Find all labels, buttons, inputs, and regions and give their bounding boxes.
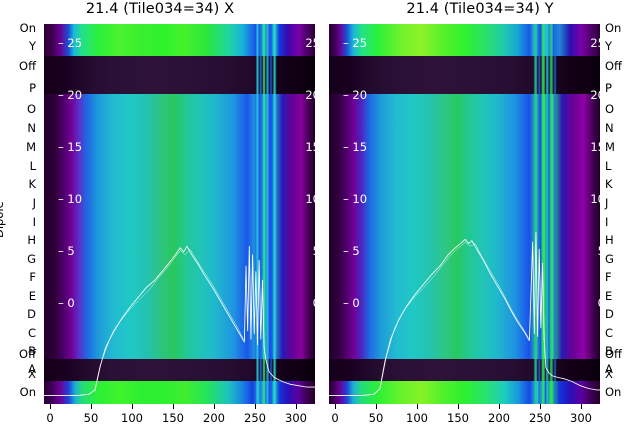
- x-tick: [132, 404, 133, 409]
- x-tick: [417, 404, 418, 409]
- x-tick: [91, 404, 92, 409]
- x-tick-label: 50: [83, 411, 99, 425]
- cat-label: B: [605, 344, 613, 358]
- cat-label: K: [28, 177, 36, 191]
- x-tick-label: 300: [285, 411, 307, 425]
- cat-label: H: [605, 233, 614, 247]
- panel-y: 21.4 (Tile034=34) Y On Y Off P: [320, 0, 640, 440]
- panel-y-category-axis: On Y Off P O N M L K J I H G F E D C B A…: [605, 21, 635, 404]
- cat-label: Y: [605, 39, 613, 53]
- cat-label: N: [605, 121, 614, 135]
- cat-label-on: On: [19, 385, 36, 399]
- cat-label: E: [605, 289, 613, 303]
- cat-label: On: [19, 21, 36, 35]
- cat-label: A: [28, 362, 36, 376]
- cat-label: A: [605, 362, 613, 376]
- cat-label: D: [605, 307, 614, 321]
- cat-label: J: [32, 196, 36, 210]
- x-tick: [214, 404, 215, 409]
- x-tick: [335, 404, 336, 409]
- panel-y-trace: [329, 24, 600, 404]
- cat-label: J: [605, 196, 609, 210]
- x-tick-label: 50: [368, 411, 384, 425]
- cat-label: F: [605, 270, 612, 284]
- x-tick-label: 200: [203, 411, 225, 425]
- cat-label: B: [28, 344, 36, 358]
- cat-label: On: [605, 21, 622, 35]
- x-tick-label: 0: [46, 411, 54, 425]
- spike-streaks: [329, 24, 600, 404]
- cat-label: O: [605, 102, 615, 116]
- cat-label-x: X: [605, 367, 613, 381]
- panel-x: 21.4 (Tile034=34) X: [0, 1, 315, 440]
- cat-label: G: [605, 252, 614, 266]
- x-tick: [458, 404, 459, 409]
- cat-label-off: Off: [19, 347, 36, 361]
- cat-label: K: [605, 177, 613, 191]
- x-tick-label: 150: [447, 411, 469, 425]
- x-tick-label: 150: [162, 411, 184, 425]
- panel-x-trace: [44, 24, 315, 404]
- cat-label: Off: [605, 59, 622, 73]
- x-tick: [540, 404, 541, 409]
- x-tick-label: 250: [529, 411, 551, 425]
- cat-label: D: [27, 307, 36, 321]
- panel-x-category-axis: On Y Off P O N M L K J I H G F E D C B A…: [0, 21, 36, 404]
- cat-label: Off: [19, 59, 36, 73]
- x-tick: [296, 404, 297, 409]
- cat-label: G: [27, 252, 36, 266]
- x-tick-label: 200: [488, 411, 510, 425]
- cat-label: L: [29, 159, 36, 173]
- cat-label-off-final: Off: [605, 347, 622, 361]
- x-tick: [376, 404, 377, 409]
- x-tick: [50, 404, 51, 409]
- cat-label: Y: [28, 39, 36, 53]
- cat-label: C: [605, 326, 614, 340]
- cat-label: P: [605, 81, 612, 95]
- cat-label: I: [32, 215, 36, 229]
- heatmap-field: [329, 24, 600, 404]
- x-tick-label: 0: [331, 411, 339, 425]
- x-tick: [173, 404, 174, 409]
- panel-x-xaxis: 0 50 100 150 200 250 300: [44, 404, 315, 440]
- cat-label: H: [27, 233, 36, 247]
- cat-label-x: X: [28, 367, 36, 381]
- panel-x-title: 21.4 (Tile034=34) X: [85, 1, 235, 17]
- panel-y-title: 21.4 (Tile034=34) Y: [406, 1, 554, 17]
- heatmap-field: [44, 24, 315, 404]
- x-tick-label: 250: [244, 411, 266, 425]
- cat-label: M: [605, 140, 615, 154]
- cat-label-on: On: [605, 385, 622, 399]
- x-tick-label: 300: [570, 411, 592, 425]
- cat-label: I: [605, 215, 609, 229]
- cat-label: P: [29, 81, 36, 95]
- cat-label: F: [29, 270, 36, 284]
- cat-label: N: [27, 121, 36, 135]
- panel-x-heatmap: [44, 24, 315, 404]
- x-tick: [499, 404, 500, 409]
- panel-y-xaxis: 0 50 100 150 200 250 300: [329, 404, 600, 440]
- cat-label: E: [28, 289, 36, 303]
- cat-label: M: [26, 140, 36, 154]
- cat-label: L: [605, 159, 612, 173]
- panel-y-heatmap: [329, 24, 600, 404]
- spike-streaks: [44, 24, 315, 404]
- x-tick: [255, 404, 256, 409]
- x-tick-label: 100: [406, 411, 428, 425]
- y-axis-title: Dipole: [0, 201, 6, 238]
- cat-label: O: [26, 102, 36, 116]
- x-tick: [581, 404, 582, 409]
- cat-label: C: [27, 326, 36, 340]
- x-tick-label: 100: [121, 411, 143, 425]
